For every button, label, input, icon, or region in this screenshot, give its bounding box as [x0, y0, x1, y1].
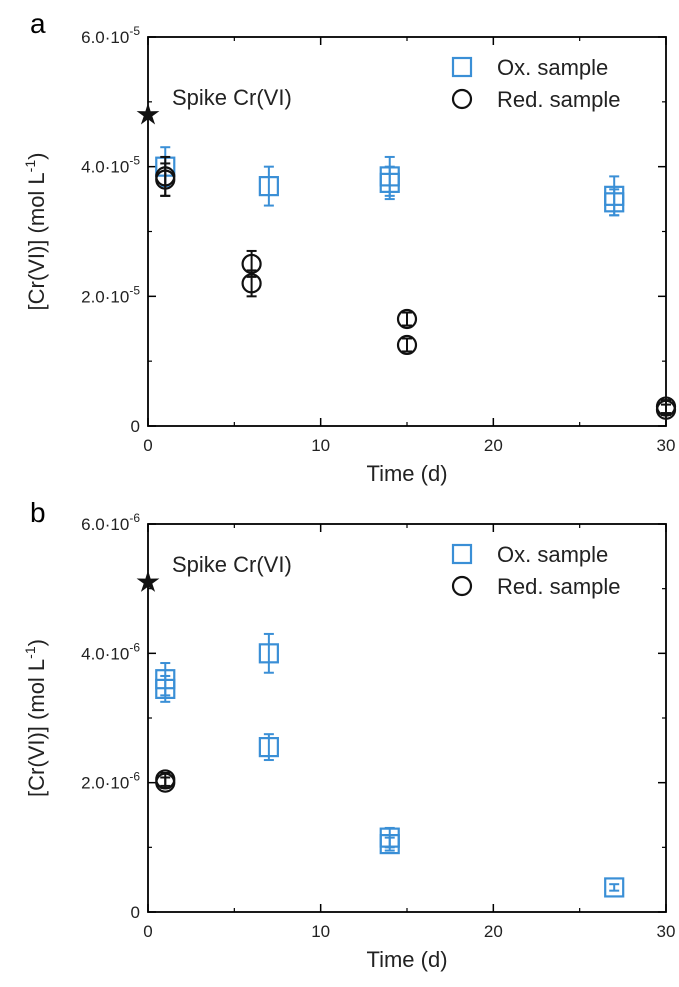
y-tick-label: 2.0·10-6	[81, 770, 140, 793]
x-axis-label: Time (d)	[366, 947, 447, 972]
x-tick-label: 0	[143, 436, 152, 455]
legend-label: Ox. sample	[497, 542, 608, 567]
y-tick-base: 0	[131, 903, 140, 922]
y-tick-exponent: -5	[129, 24, 140, 38]
y-tick-exponent: -5	[129, 154, 140, 168]
legend-label: Ox. sample	[497, 55, 608, 80]
y-tick-exponent: -6	[129, 770, 140, 784]
ox-sample-point	[258, 737, 279, 758]
x-tick-label: 30	[657, 922, 676, 941]
y-axis-label-main: [Cr(VI)] (mol L	[24, 172, 49, 310]
y-tick-label: 6.0·10-5	[81, 24, 140, 47]
red-sample-point	[155, 772, 176, 793]
legend-label: Red. sample	[497, 574, 621, 599]
ox-sample-point	[258, 643, 279, 664]
y-axis-label-exponent: -1	[22, 646, 38, 659]
ox-sample-point	[155, 678, 176, 699]
y-axis-label: [Cr(VI)] (mol L-1)	[22, 153, 49, 311]
spike-star-marker	[136, 102, 160, 125]
legend-marker-red-sample	[451, 575, 473, 597]
x-tick-label: 20	[484, 436, 503, 455]
y-tick-base: 4.0·10	[81, 158, 129, 177]
panel-letter: a	[30, 8, 46, 39]
legend-marker-red-sample	[451, 88, 473, 110]
y-tick-exponent: -6	[129, 511, 140, 525]
y-tick-label: 2.0·10-5	[81, 283, 140, 306]
y-tick-base: 4.0·10	[81, 644, 129, 663]
y-tick-exponent: -6	[129, 640, 140, 654]
y-axis-label: [Cr(VI)] (mol L-1)	[22, 639, 49, 797]
ox-sample-point	[604, 877, 625, 898]
x-tick-label: 10	[311, 436, 330, 455]
x-tick-label: 20	[484, 922, 503, 941]
spike-label: Spike Cr(VI)	[172, 85, 292, 110]
y-axis-label-close: )	[24, 639, 49, 646]
y-tick-base: 2.0·10	[81, 774, 129, 793]
spike-star-marker	[136, 570, 160, 592]
legend-label: Red. sample	[497, 87, 621, 112]
ox-sample-point	[258, 176, 279, 197]
panel-letter: b	[30, 497, 46, 528]
y-tick-base: 2.0·10	[81, 287, 129, 306]
x-tick-label: 30	[657, 436, 676, 455]
y-tick-label: 6.0·10-6	[81, 511, 140, 534]
y-tick-base: 0	[131, 417, 140, 436]
x-tick-label: 10	[311, 922, 330, 941]
x-tick-label: 0	[143, 922, 152, 941]
red-sample-point	[396, 334, 418, 356]
y-tick-exponent: -5	[129, 283, 140, 297]
ox-sample-point	[604, 192, 625, 213]
spike-label: Spike Cr(VI)	[172, 552, 292, 577]
y-tick-base: 6.0·10	[81, 515, 129, 534]
legend-marker-ox-sample	[451, 543, 473, 565]
red-sample-point	[155, 169, 176, 190]
red-sample-point	[655, 399, 677, 420]
red-sample-point	[396, 308, 418, 330]
y-tick-label: 0	[131, 903, 140, 922]
y-tick-label: 4.0·10-5	[81, 154, 140, 177]
x-axis-label: Time (d)	[366, 461, 447, 486]
ox-sample-point	[379, 172, 400, 193]
y-tick-base: 6.0·10	[81, 28, 129, 47]
ox-sample-point	[379, 834, 400, 855]
y-tick-label: 4.0·10-6	[81, 640, 140, 663]
y-axis-label-main: [Cr(VI)] (mol L	[24, 659, 49, 797]
y-axis-label-exponent: -1	[22, 160, 38, 173]
y-axis-label-close: )	[24, 153, 49, 160]
red-sample-point	[241, 273, 262, 294]
y-tick-label: 0	[131, 417, 140, 436]
legend-marker-ox-sample	[451, 56, 473, 78]
